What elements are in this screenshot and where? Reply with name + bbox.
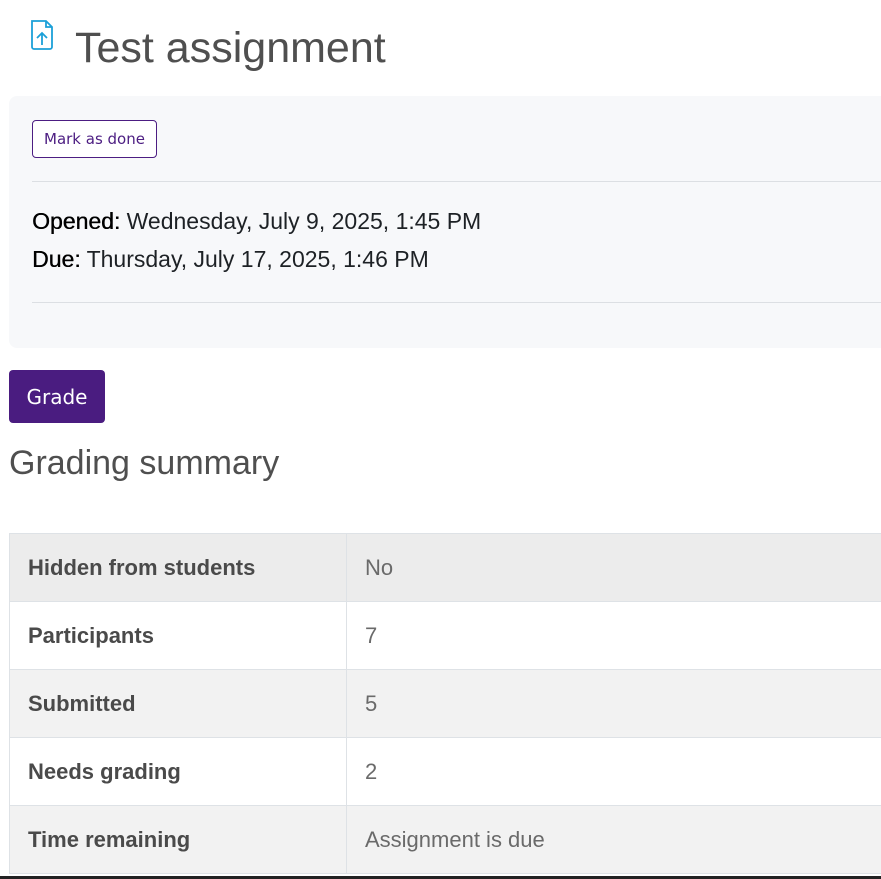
- file-upload-icon: [31, 20, 53, 50]
- grading-summary-heading: Grading summary: [9, 444, 280, 482]
- row-value: 2: [346, 737, 881, 806]
- opened-value: Wednesday, July 9, 2025, 1:45 PM: [120, 208, 482, 234]
- opened-label: Opened:: [32, 208, 121, 234]
- row-value: Assignment is due: [346, 805, 881, 874]
- table-row: Time remaining Assignment is due: [9, 805, 881, 874]
- row-value: 5: [346, 669, 881, 738]
- table-row: Needs grading 2: [9, 737, 881, 806]
- table-row: Participants 7: [9, 601, 881, 670]
- table-row: Submitted 5: [9, 669, 881, 738]
- row-value: 7: [346, 601, 881, 670]
- row-label: Time remaining: [9, 805, 347, 874]
- page-title: Test assignment: [75, 24, 386, 72]
- table-row: Hidden from students No: [9, 533, 881, 602]
- due-date: Due: Thursday, July 17, 2025, 1:46 PM: [32, 246, 429, 273]
- divider: [32, 181, 881, 182]
- row-label: Hidden from students: [9, 533, 347, 602]
- activity-information: Mark as done Opened: Wednesday, July 9, …: [9, 96, 881, 348]
- due-label: Due:: [32, 246, 81, 272]
- row-value: No: [346, 533, 881, 602]
- mark-as-done-button[interactable]: Mark as done: [32, 120, 157, 158]
- row-label: Needs grading: [9, 737, 347, 806]
- row-label: Participants: [9, 601, 347, 670]
- due-value: Thursday, July 17, 2025, 1:46 PM: [80, 246, 429, 272]
- divider: [32, 302, 881, 303]
- grading-summary-table: Hidden from students No Participants 7 Sub…: [9, 533, 881, 874]
- grade-button[interactable]: Grade: [9, 370, 105, 423]
- row-label: Submitted: [9, 669, 347, 738]
- window-edge: [0, 876, 881, 879]
- opened-date: Opened: Wednesday, July 9, 2025, 1:45 PM: [32, 208, 481, 235]
